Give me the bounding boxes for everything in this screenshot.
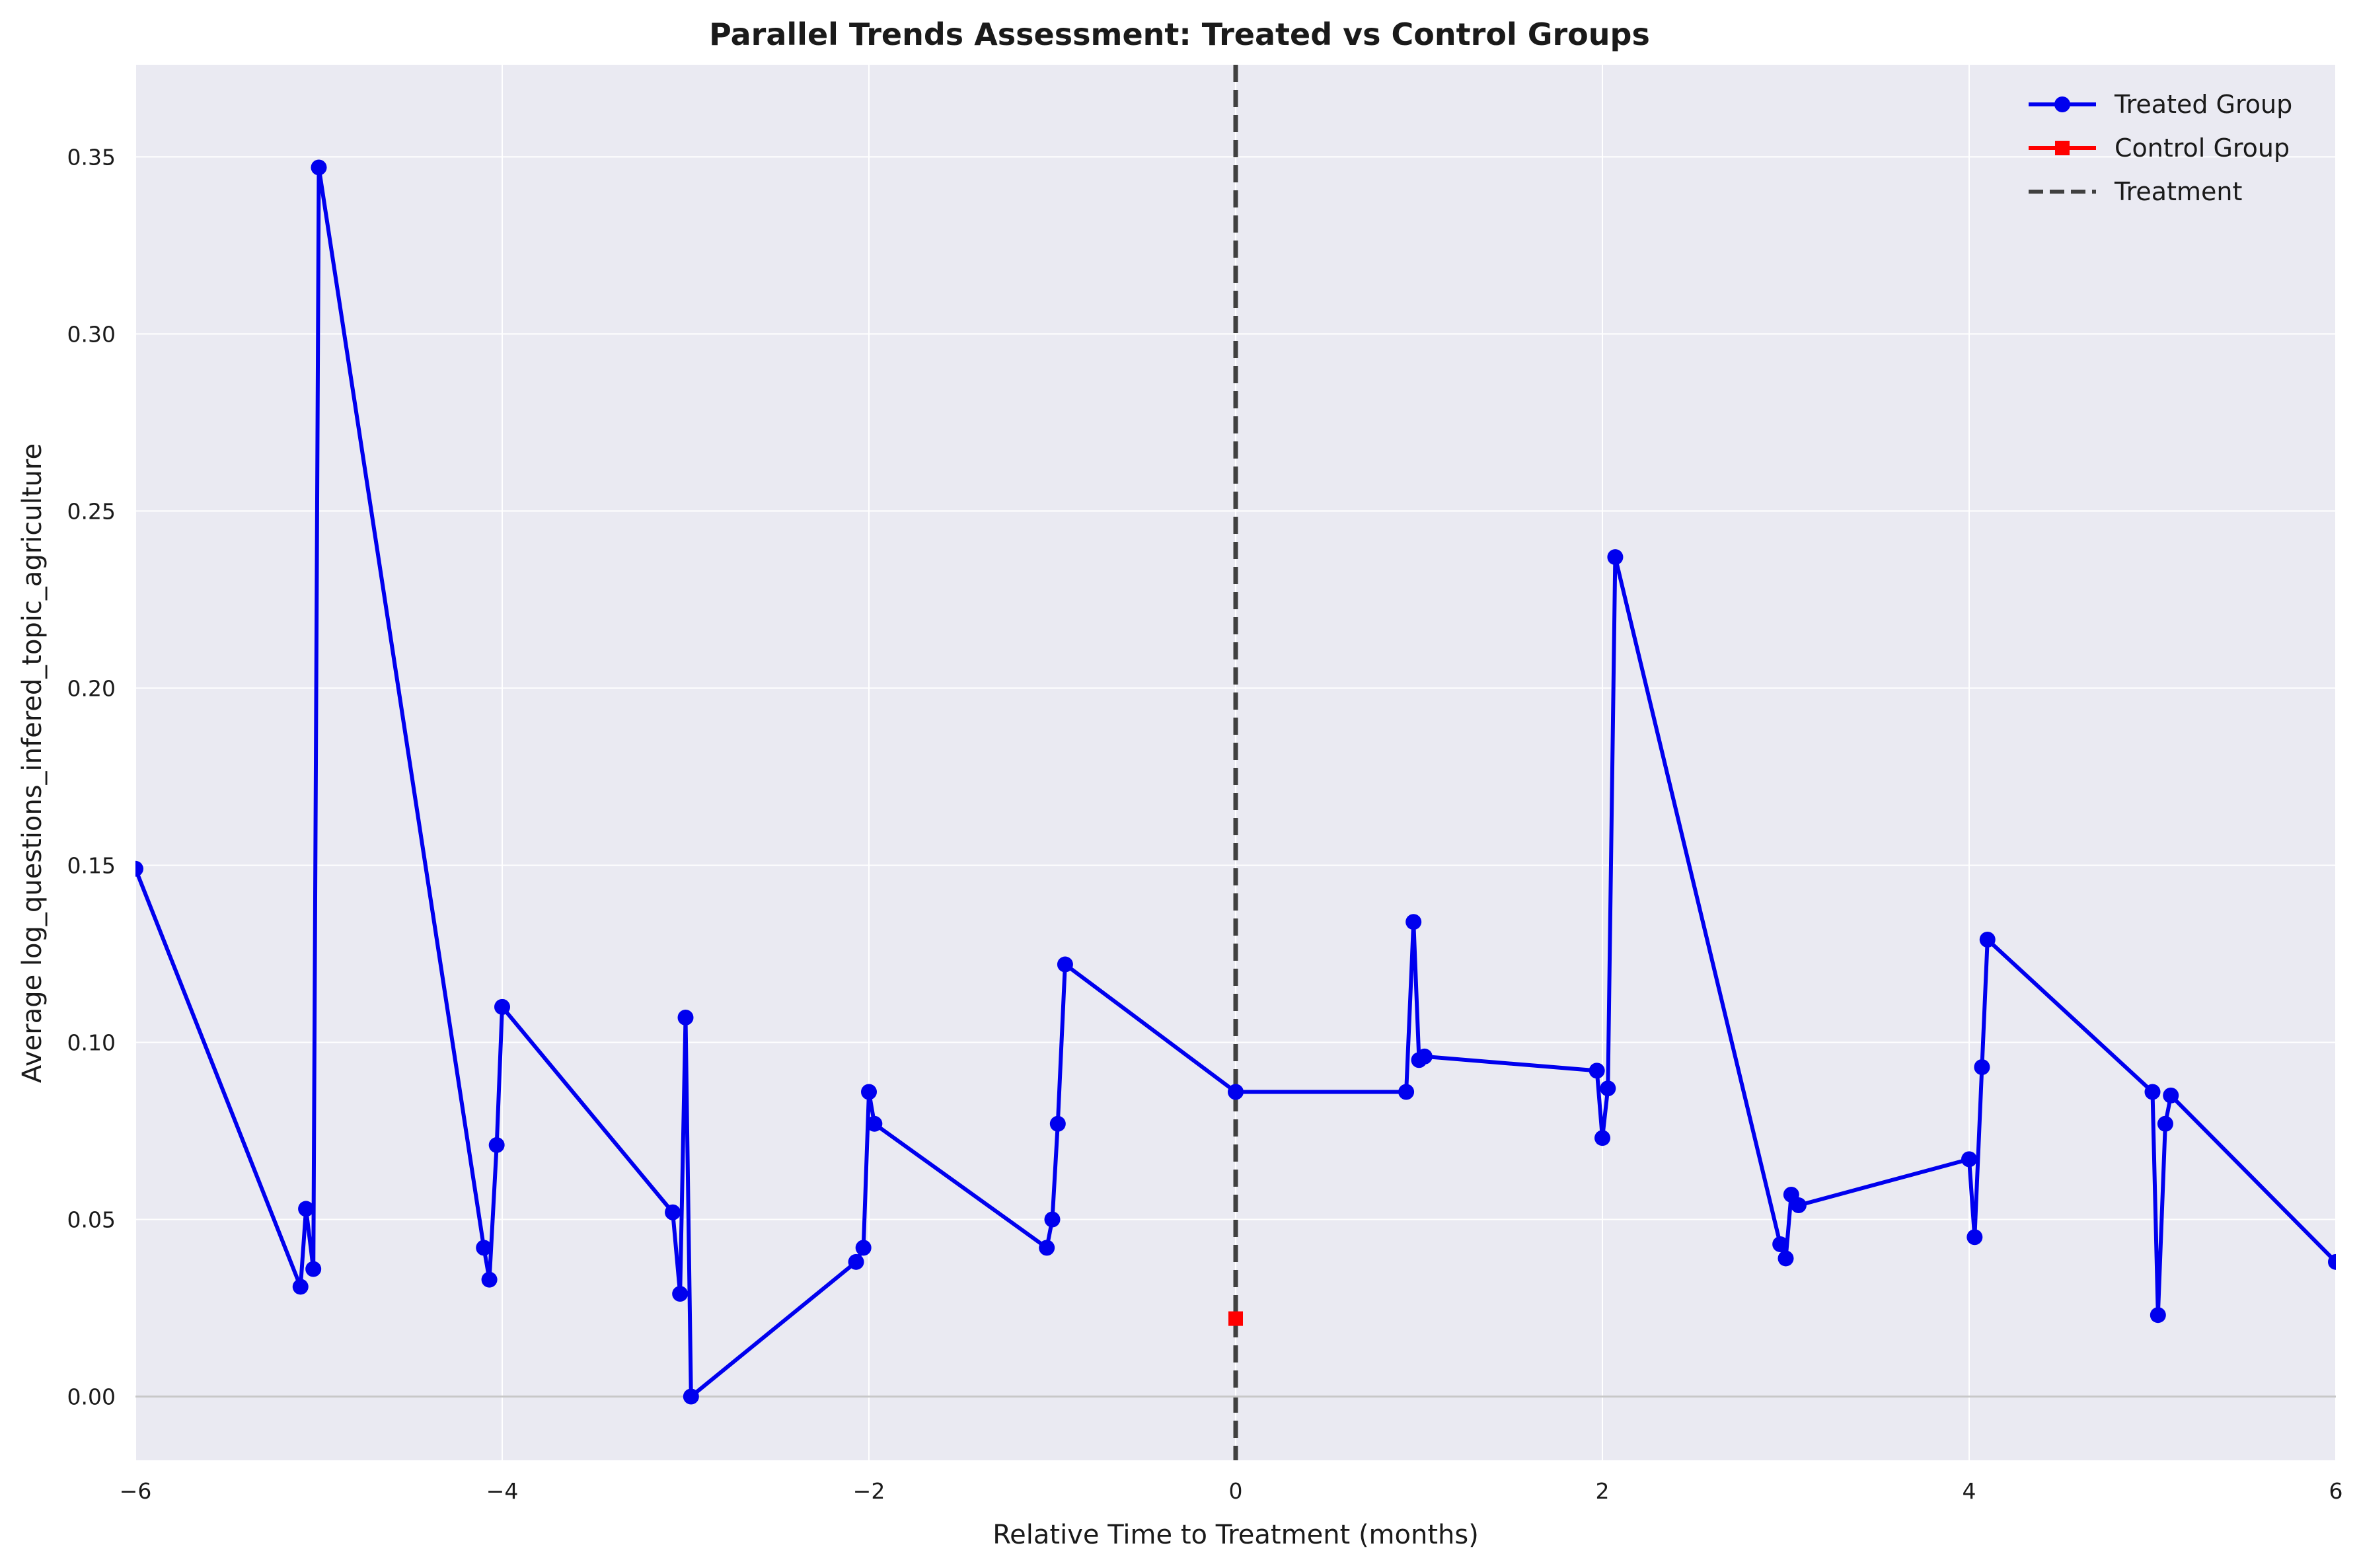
treated-point bbox=[1398, 1084, 1415, 1100]
y-tick-label: 0.25 bbox=[67, 498, 116, 524]
control-point bbox=[1228, 1311, 1243, 1326]
treated-point bbox=[481, 1271, 498, 1288]
y-axis-label: Average log_questions_infered_topic_agri… bbox=[17, 443, 48, 1083]
x-axis-label: Relative Time to Treatment (months) bbox=[992, 1520, 1479, 1550]
treated-point bbox=[1961, 1151, 1977, 1168]
treated-point bbox=[1049, 1115, 1066, 1132]
treated-point bbox=[2163, 1087, 2179, 1103]
treated-point bbox=[1416, 1048, 1433, 1064]
treated-point bbox=[848, 1253, 864, 1270]
legend-marker bbox=[2054, 96, 2070, 112]
treated-point bbox=[866, 1115, 883, 1132]
treated-point bbox=[305, 1261, 322, 1277]
y-tick-label: 0.35 bbox=[67, 144, 116, 170]
treated-point bbox=[488, 1137, 505, 1153]
y-tick-label: 0.05 bbox=[67, 1207, 116, 1232]
x-tick-label: 2 bbox=[1596, 1478, 1610, 1504]
treated-point bbox=[1589, 1063, 1605, 1079]
chart-title: Parallel Trends Assessment: Treated vs C… bbox=[709, 17, 1650, 52]
treated-point bbox=[677, 1009, 694, 1026]
treated-point bbox=[665, 1204, 681, 1220]
y-tick-label: 0.10 bbox=[67, 1029, 116, 1055]
x-tick-label: 4 bbox=[1963, 1478, 1976, 1504]
treated-point bbox=[2157, 1115, 2173, 1132]
treated-point bbox=[476, 1240, 492, 1256]
y-tick-label: 0.30 bbox=[67, 321, 116, 347]
legend-marker bbox=[2055, 141, 2070, 155]
x-tick-label: −6 bbox=[120, 1478, 152, 1504]
treated-point bbox=[1594, 1130, 1610, 1146]
treated-point bbox=[494, 998, 510, 1015]
treated-point bbox=[2144, 1084, 2161, 1100]
treated-point bbox=[2150, 1307, 2166, 1324]
treated-point bbox=[861, 1084, 877, 1100]
treated-point bbox=[1607, 549, 1624, 566]
y-tick-label: 0.00 bbox=[67, 1384, 116, 1410]
x-tick-label: −4 bbox=[486, 1478, 519, 1504]
y-tick-label: 0.15 bbox=[67, 852, 116, 878]
treated-point bbox=[1966, 1229, 1983, 1246]
treated-point bbox=[1044, 1211, 1061, 1228]
treated-point bbox=[855, 1240, 872, 1256]
treated-point bbox=[298, 1201, 315, 1217]
legend-label: Treated Group bbox=[2114, 90, 2292, 119]
x-tick-label: 0 bbox=[1229, 1478, 1243, 1504]
treated-point bbox=[311, 159, 327, 176]
treated-point bbox=[1790, 1197, 1807, 1214]
treated-point bbox=[2328, 1253, 2336, 1270]
treated-point bbox=[1979, 932, 1996, 948]
treated-point bbox=[1778, 1250, 1794, 1267]
plot-series bbox=[135, 159, 2336, 1405]
treated-point bbox=[1600, 1080, 1616, 1097]
treated-point bbox=[135, 860, 143, 877]
x-tick-label: −2 bbox=[853, 1478, 885, 1504]
treated-point bbox=[292, 1279, 309, 1295]
treated-point bbox=[672, 1286, 689, 1302]
y-tick-label: 0.20 bbox=[67, 675, 116, 701]
treated-point bbox=[1772, 1236, 1789, 1253]
legend: Treated Group Control Group Treatment bbox=[2029, 90, 2292, 206]
legend-label: Treatment bbox=[2114, 177, 2242, 206]
legend-label: Control Group bbox=[2115, 133, 2290, 163]
treated-point bbox=[1405, 914, 1422, 930]
treated-point bbox=[1228, 1084, 1244, 1100]
treated-point bbox=[683, 1388, 699, 1405]
treated-point bbox=[1039, 1240, 1055, 1256]
treated-point bbox=[1974, 1059, 1990, 1075]
x-tick-label: 6 bbox=[2329, 1478, 2343, 1504]
treated-point bbox=[1057, 956, 1073, 973]
